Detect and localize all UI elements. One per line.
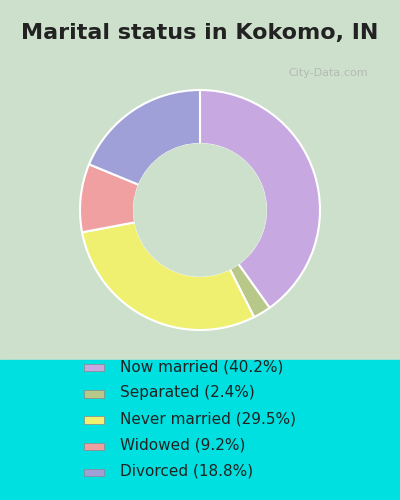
Bar: [0, 0, 400, 360]
Text: Now married (40.2%): Now married (40.2%): [120, 359, 283, 374]
Wedge shape: [82, 222, 254, 330]
FancyBboxPatch shape: [84, 442, 104, 450]
FancyBboxPatch shape: [84, 390, 104, 398]
Wedge shape: [80, 164, 139, 232]
Wedge shape: [200, 90, 320, 308]
Text: Separated (2.4%): Separated (2.4%): [120, 385, 255, 400]
Circle shape: [134, 144, 266, 276]
Wedge shape: [89, 90, 200, 185]
Text: City-Data.com: City-Data.com: [288, 68, 368, 78]
Text: Divorced (18.8%): Divorced (18.8%): [120, 464, 253, 479]
Bar: [0, 360, 400, 500]
Text: Marital status in Kokomo, IN: Marital status in Kokomo, IN: [21, 22, 379, 42]
FancyBboxPatch shape: [84, 364, 104, 372]
Wedge shape: [230, 264, 270, 317]
Text: Widowed (9.2%): Widowed (9.2%): [120, 438, 245, 453]
FancyBboxPatch shape: [84, 416, 104, 424]
Text: Never married (29.5%): Never married (29.5%): [120, 412, 296, 426]
FancyBboxPatch shape: [84, 469, 104, 476]
